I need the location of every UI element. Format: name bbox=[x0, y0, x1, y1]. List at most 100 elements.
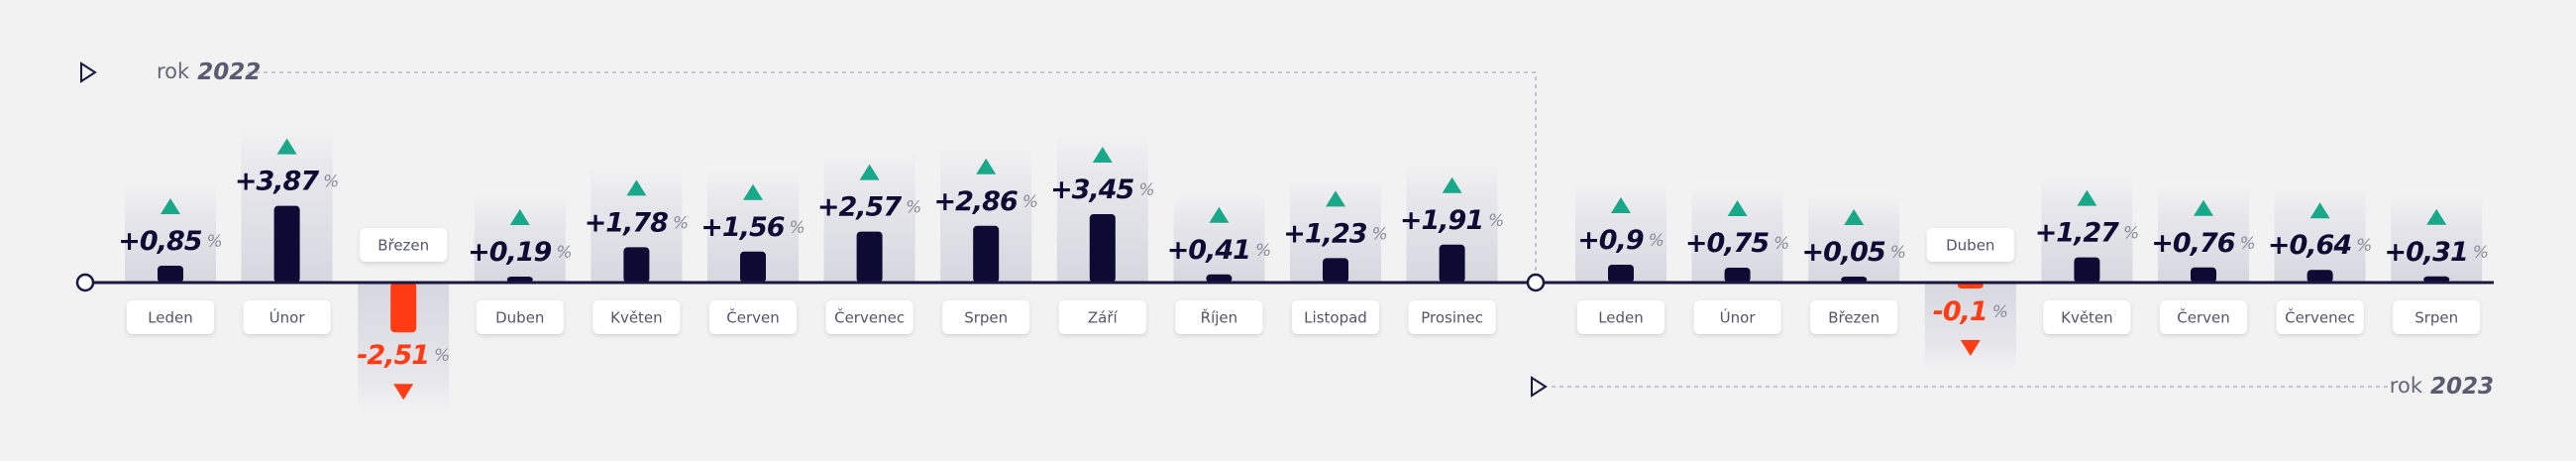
up-arrow bbox=[859, 164, 880, 180]
unit: % bbox=[1992, 302, 2008, 322]
value: +0,85 bbox=[118, 226, 201, 257]
unit: % bbox=[1372, 224, 1388, 244]
value: +0,9 bbox=[1577, 225, 1644, 256]
unit: % bbox=[1255, 241, 1271, 261]
bar bbox=[740, 251, 766, 283]
column: +0,64 % Červenec bbox=[2268, 188, 2372, 334]
bar bbox=[390, 283, 417, 333]
month-box bbox=[1693, 300, 1781, 334]
unit: % bbox=[556, 243, 572, 263]
column: +0,85 % Leden bbox=[118, 184, 223, 334]
up-arrow bbox=[2077, 189, 2097, 206]
bar bbox=[1323, 258, 1348, 283]
column: +0,76 % Červen bbox=[2151, 185, 2256, 334]
month-box bbox=[360, 228, 448, 262]
column: +1,27 % Květen bbox=[2035, 175, 2139, 334]
column: +0,41 % Říjen bbox=[1167, 192, 1271, 334]
value-label: +0,76% bbox=[2151, 227, 2255, 258]
up-arrow bbox=[161, 198, 180, 214]
bar bbox=[1724, 268, 1751, 283]
node bbox=[1526, 273, 1546, 292]
value-label: +0,64% bbox=[2268, 230, 2372, 261]
year: 2023 bbox=[2430, 374, 2494, 400]
column: +1,56 % Červen bbox=[700, 170, 805, 334]
bar bbox=[1608, 265, 1634, 283]
bar bbox=[2423, 276, 2450, 283]
value: +1,23 bbox=[1283, 218, 1366, 249]
month-label: Březen bbox=[377, 237, 429, 255]
value: +1,91 bbox=[1400, 204, 1483, 235]
column: +3,45 % Září bbox=[1050, 133, 1155, 334]
month-label: Leden bbox=[148, 309, 193, 327]
value: +1,56 bbox=[700, 211, 784, 242]
month-label: Září bbox=[1088, 309, 1119, 327]
bar bbox=[973, 225, 1000, 283]
value: +0,19 bbox=[468, 237, 551, 268]
up-arrow bbox=[2426, 208, 2447, 225]
month-label: Červenec bbox=[2285, 308, 2355, 327]
bar bbox=[2307, 270, 2333, 283]
value-label: -2,51% bbox=[357, 340, 450, 371]
month-label: Duben bbox=[495, 309, 544, 327]
unit: % bbox=[1022, 192, 1038, 212]
month-label: Červen bbox=[726, 308, 779, 327]
up-arrow bbox=[1442, 176, 1462, 193]
value-label: +0,75% bbox=[1685, 228, 1789, 259]
value-label: +3,87% bbox=[235, 166, 339, 196]
month-box bbox=[942, 300, 1030, 334]
bar bbox=[273, 205, 300, 283]
column: +1,78 % Květen bbox=[585, 166, 689, 334]
value: +3,87 bbox=[235, 166, 319, 196]
period-label: rok 2022 bbox=[157, 59, 261, 85]
up-arrow bbox=[1326, 190, 1345, 207]
unit: % bbox=[2473, 243, 2489, 263]
down-arrow bbox=[1960, 340, 1981, 356]
month-label: Únor bbox=[269, 308, 306, 327]
month-label: Únor bbox=[1720, 308, 1757, 327]
value: +0,31 bbox=[2384, 236, 2467, 267]
column: -2,51 % Březen bbox=[357, 228, 450, 414]
value: +0,75 bbox=[1685, 228, 1769, 259]
bar bbox=[1089, 214, 1116, 283]
down-arrow bbox=[393, 384, 414, 401]
column: +3,87 % Únor bbox=[235, 124, 339, 334]
unit: % bbox=[906, 198, 921, 218]
period-label: rok 2023 bbox=[2390, 374, 2494, 400]
month-label: Duben bbox=[1946, 237, 1994, 255]
month-box bbox=[825, 300, 913, 334]
unit: % bbox=[1773, 234, 1789, 254]
value: +0,64 bbox=[2268, 230, 2351, 261]
column: +2,86 % Srpen bbox=[933, 144, 1038, 334]
month-label: Prosinec bbox=[1421, 309, 1483, 327]
value: +0,41 bbox=[1167, 234, 1250, 265]
rok: rok bbox=[2390, 374, 2423, 398]
value-label: +1,56% bbox=[700, 211, 805, 242]
up-arrow bbox=[2194, 199, 2213, 216]
month-box bbox=[1408, 300, 1496, 334]
value-label: +0,31% bbox=[2384, 236, 2488, 267]
column: -0,1 % Duben bbox=[1924, 228, 2016, 370]
month-label: Březen bbox=[1828, 309, 1879, 327]
month-box bbox=[2393, 300, 2481, 334]
unit: % bbox=[673, 213, 689, 233]
unit: % bbox=[1138, 180, 1154, 200]
value: +0,05 bbox=[1801, 237, 1884, 268]
unit: % bbox=[207, 232, 223, 252]
value-label: +0,19% bbox=[468, 237, 572, 268]
column: +0,75 % Únor bbox=[1685, 186, 1789, 334]
column: +0,9 % Leden bbox=[1575, 183, 1666, 334]
value-label: -0,1% bbox=[1933, 296, 2008, 327]
month-box bbox=[476, 300, 564, 334]
value-label: +0,85% bbox=[118, 226, 222, 257]
bar bbox=[2191, 267, 2216, 283]
value-label: +1,91% bbox=[1400, 204, 1504, 235]
column: +0,31 % Srpen bbox=[2384, 194, 2489, 334]
unit: % bbox=[434, 346, 450, 366]
month-box bbox=[2160, 300, 2247, 334]
up-arrow bbox=[743, 183, 763, 200]
up-arrow bbox=[1209, 206, 1230, 223]
year: 2022 bbox=[197, 59, 261, 85]
unit: % bbox=[790, 218, 805, 238]
month-label: Říjen bbox=[1201, 308, 1238, 327]
